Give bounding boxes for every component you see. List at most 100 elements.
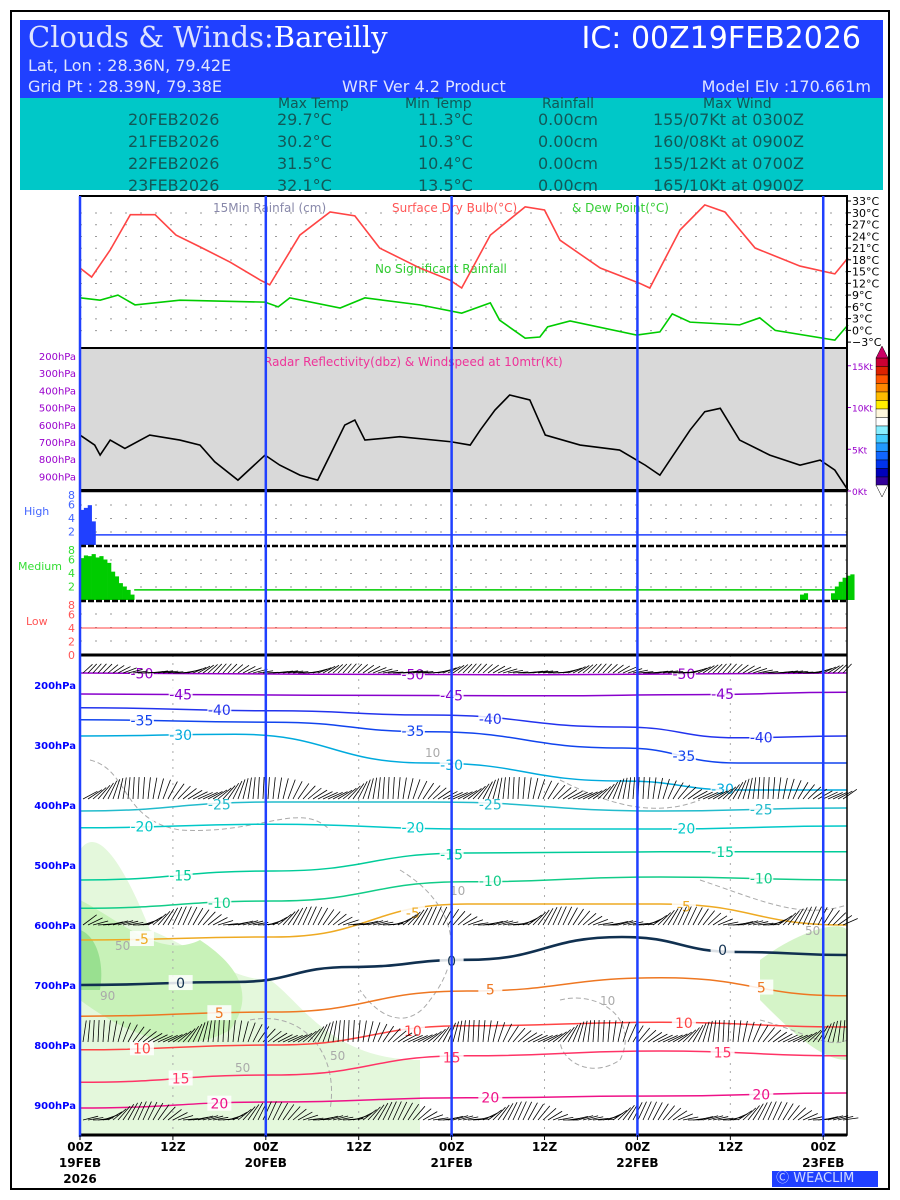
wind-barb bbox=[652, 1033, 668, 1043]
wind-barb bbox=[432, 906, 442, 926]
wind-barb bbox=[747, 920, 764, 926]
wind-barb bbox=[377, 777, 381, 800]
temp-tick-label: 15°C bbox=[852, 266, 879, 279]
wind-barb bbox=[667, 1034, 683, 1043]
isotherm-label: -35 bbox=[672, 749, 695, 765]
wind-barb bbox=[667, 670, 684, 674]
wind-barb bbox=[827, 1115, 844, 1121]
wind-barb bbox=[677, 784, 691, 800]
wind-barb bbox=[192, 907, 204, 926]
wind-barb bbox=[272, 916, 288, 926]
wind-barb bbox=[697, 1116, 714, 1121]
wind-barb bbox=[462, 790, 478, 800]
wind-barb bbox=[422, 1033, 438, 1043]
wind-barb bbox=[782, 912, 797, 926]
humidity-label: 10 bbox=[425, 746, 440, 760]
wind-barb bbox=[822, 908, 834, 926]
wind-barb bbox=[427, 906, 437, 926]
wind-barb bbox=[302, 906, 312, 926]
humidity-contour bbox=[759, 1019, 848, 1044]
wind-barb bbox=[117, 1021, 124, 1043]
pressure-label: 500hPa bbox=[34, 861, 76, 872]
wind-barb bbox=[377, 921, 394, 926]
dew-title: & Dew Point(°C) bbox=[572, 201, 669, 215]
wind-barb bbox=[752, 1023, 762, 1043]
wind-barb bbox=[162, 779, 171, 800]
wind-barb bbox=[222, 785, 236, 800]
isotherm-label-bg bbox=[671, 1014, 696, 1030]
wind-barb bbox=[542, 1034, 558, 1043]
wind-barb bbox=[272, 1101, 283, 1121]
wind-barb bbox=[837, 663, 848, 674]
cloud-tick-label: 6 bbox=[68, 499, 75, 512]
wind-barb bbox=[737, 921, 754, 926]
wind-barb bbox=[827, 1021, 835, 1043]
wind-barb bbox=[567, 790, 583, 800]
wind-barb bbox=[317, 1024, 328, 1043]
wind-barb bbox=[767, 1101, 777, 1121]
wind-barb bbox=[817, 667, 833, 674]
row-date: 21FEB2026 bbox=[128, 132, 220, 151]
cloud-layer-label: High bbox=[24, 505, 49, 518]
wind-barb bbox=[347, 785, 361, 800]
wind-barb bbox=[162, 1106, 176, 1121]
wind-barb bbox=[502, 668, 518, 674]
wind-barb bbox=[617, 1020, 624, 1043]
wind-barb bbox=[742, 665, 755, 674]
wind-barb bbox=[317, 667, 332, 674]
wind-barb bbox=[587, 790, 603, 800]
wind-barb bbox=[617, 665, 631, 674]
wind-barb bbox=[362, 920, 379, 926]
wind-barb bbox=[582, 1115, 599, 1121]
radar-pressure-label: 200hPa bbox=[39, 352, 76, 363]
wind-barb bbox=[422, 1111, 438, 1121]
time-tick-label: 12Z bbox=[346, 1140, 372, 1154]
wind-barb bbox=[292, 1034, 308, 1043]
wind-barb bbox=[167, 781, 178, 800]
wind-barb bbox=[177, 785, 191, 800]
wind-barb bbox=[492, 920, 509, 926]
reflectivity-colorbar-cell bbox=[875, 476, 889, 486]
wind-barb bbox=[407, 778, 414, 800]
wind-barb bbox=[627, 1023, 637, 1043]
isotherm-label: 0 bbox=[176, 976, 185, 992]
wind-barb bbox=[302, 1030, 317, 1043]
isotherm-label: -10 bbox=[750, 872, 773, 888]
wind-barb bbox=[597, 663, 607, 674]
isotherm-label-bg bbox=[168, 867, 193, 883]
wind-barb bbox=[832, 912, 847, 926]
wind-barb bbox=[472, 785, 486, 800]
colorbar-bottom-arrow bbox=[875, 484, 889, 498]
wind-barb bbox=[302, 1114, 319, 1121]
wind-barb bbox=[152, 913, 167, 926]
wind-barb bbox=[457, 664, 469, 674]
wind-barb bbox=[212, 663, 223, 674]
wind-barb bbox=[372, 920, 389, 926]
wind-barb bbox=[632, 923, 649, 926]
wind-barb bbox=[382, 1101, 393, 1121]
wind-barb bbox=[592, 1118, 609, 1121]
wind-barb bbox=[292, 907, 304, 926]
wind-barb bbox=[177, 1115, 194, 1121]
wind-barb bbox=[657, 1034, 673, 1043]
wind-barb bbox=[732, 781, 744, 800]
wind-barb bbox=[837, 1020, 842, 1043]
wind-barb bbox=[397, 917, 413, 926]
date-label: 22FEB bbox=[616, 1156, 658, 1170]
wind-barb bbox=[582, 1020, 588, 1043]
row-cell: 32.1°C bbox=[277, 176, 332, 195]
col-max-wind: Max Wind bbox=[703, 96, 772, 112]
reflectivity-colorbar-cell bbox=[875, 434, 889, 444]
wind-barb bbox=[587, 915, 603, 926]
time-tick-label: 00Z bbox=[67, 1140, 93, 1154]
reflectivity-colorbar-cell bbox=[875, 391, 889, 401]
wind-barb bbox=[667, 780, 677, 800]
wind-barb bbox=[777, 1033, 793, 1043]
wind-barb bbox=[622, 666, 637, 674]
wind-barb bbox=[842, 1020, 846, 1043]
wind-barb bbox=[227, 782, 240, 800]
isotherm-label-bg bbox=[478, 796, 503, 812]
isotherm-label: -10 bbox=[208, 896, 231, 912]
wind-barb bbox=[127, 1024, 138, 1043]
wind-barb bbox=[347, 663, 357, 674]
